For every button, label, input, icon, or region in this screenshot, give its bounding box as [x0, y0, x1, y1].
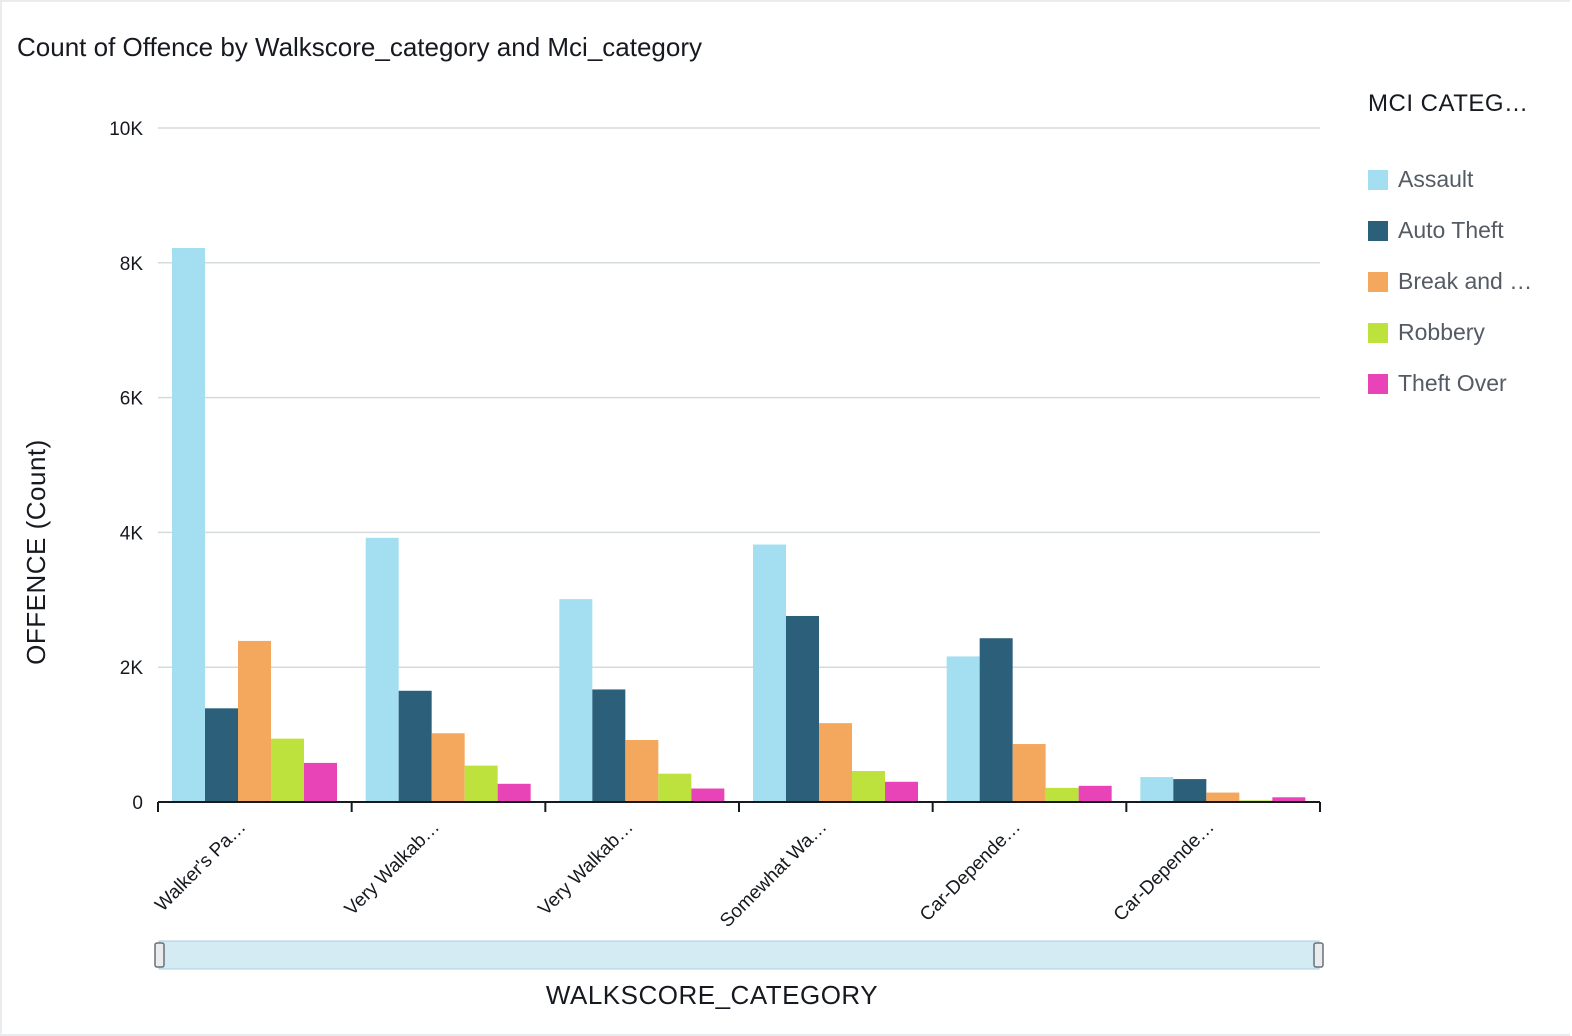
legend-swatch	[1368, 271, 1388, 292]
legend-label: Theft Over	[1398, 370, 1507, 396]
bar-robbery[interactable]	[271, 738, 304, 802]
y-tick-label: 0	[132, 793, 143, 814]
legend-items: Assault Auto Theft Break and … Robbery Theft…	[1368, 154, 1568, 409]
bar-theft-over[interactable]	[497, 783, 531, 802]
x-tick-label: Car-Depende…	[1110, 817, 1219, 926]
bar-auto-theft[interactable]	[1173, 779, 1207, 802]
legend-item[interactable]: Assault	[1368, 154, 1568, 205]
x-tick-label: Somewhat Wa…	[716, 817, 831, 932]
bar-auto-theft[interactable]	[398, 690, 432, 802]
legend-item[interactable]: Theft Over	[1368, 358, 1568, 409]
bar-assault[interactable]	[946, 656, 980, 802]
x-range-slider[interactable]	[154, 940, 1324, 970]
bar-robbery[interactable]	[1045, 787, 1079, 802]
bar-robbery[interactable]	[852, 770, 885, 802]
bar-assault[interactable]	[365, 537, 399, 802]
bar-break-and[interactable]	[238, 640, 271, 802]
range-slider-track[interactable]	[158, 940, 1320, 970]
y-tick-label: 8K	[120, 254, 144, 275]
legend-swatch	[1368, 169, 1388, 190]
legend-label: Break and …	[1398, 268, 1533, 294]
bar-auto-theft[interactable]	[592, 689, 626, 802]
legend-title: MCI CATEG…	[1368, 90, 1529, 117]
legend-item[interactable]: Auto Theft	[1368, 205, 1568, 256]
bars[interactable]	[172, 247, 1306, 803]
x-tick-labels: Walker's Pa… Very Walkab… Very Walkab… Some…	[151, 817, 1218, 932]
y-tick-label: 2K	[120, 658, 144, 679]
legend-label: Assault	[1398, 166, 1474, 192]
bar-assault[interactable]	[753, 544, 786, 802]
range-slider-handle-left[interactable]	[154, 942, 165, 968]
bar-theft-over[interactable]	[304, 762, 337, 802]
y-tick-label: 6K	[120, 389, 144, 410]
bar-robbery[interactable]	[658, 773, 692, 802]
bar-theft-over[interactable]	[885, 781, 918, 802]
legend-swatch	[1368, 220, 1388, 241]
bar-break-and[interactable]	[1206, 792, 1240, 802]
y-tick-label: 4K	[120, 523, 144, 544]
bar-break-and[interactable]	[431, 733, 465, 802]
x-tick-label: Very Walkab…	[534, 817, 637, 920]
legend-item[interactable]: Break and …	[1368, 256, 1568, 307]
legend-label: Auto Theft	[1398, 217, 1504, 243]
bar-assault[interactable]	[172, 247, 205, 803]
x-axis	[157, 801, 1321, 812]
x-tick-label: Walker's Pa…	[151, 817, 250, 916]
bar-auto-theft[interactable]	[979, 638, 1013, 802]
legend-swatch	[1368, 322, 1388, 343]
bar-robbery[interactable]	[464, 765, 498, 802]
range-slider-handle-right[interactable]	[1313, 942, 1324, 968]
legend-label: Robbery	[1398, 319, 1485, 345]
bar-assault[interactable]	[559, 599, 593, 802]
bar-theft-over[interactable]	[1078, 785, 1112, 802]
bar-assault[interactable]	[1140, 777, 1174, 802]
bar-auto-theft[interactable]	[205, 708, 238, 802]
chart-title: Count of Offence by Walkscore_category a…	[17, 32, 703, 62]
y-tick-label: 10K	[109, 119, 143, 140]
bar-break-and[interactable]	[819, 723, 852, 802]
legend-swatch	[1368, 373, 1388, 394]
bar-break-and[interactable]	[625, 739, 659, 802]
bar-auto-theft[interactable]	[786, 615, 819, 802]
bar-break-and[interactable]	[1012, 744, 1046, 802]
gridlines	[158, 127, 1320, 668]
x-axis-title: WALKSCORE_CATEGORY	[546, 980, 878, 1010]
legend-item[interactable]: Robbery	[1368, 307, 1568, 358]
legend: MCI CATEG… Assault Auto Theft Break and … R…	[1368, 90, 1568, 409]
bar-theft-over[interactable]	[1272, 797, 1306, 802]
bar-theft-over[interactable]	[691, 788, 725, 802]
x-tick-label: Car-Depende…	[916, 817, 1025, 926]
y-tick-labels: 0 2K 4K 6K 8K 10K	[109, 119, 143, 814]
y-axis-title: OFFENCE (Count)	[21, 439, 51, 665]
x-tick-label: Very Walkab…	[341, 817, 444, 920]
